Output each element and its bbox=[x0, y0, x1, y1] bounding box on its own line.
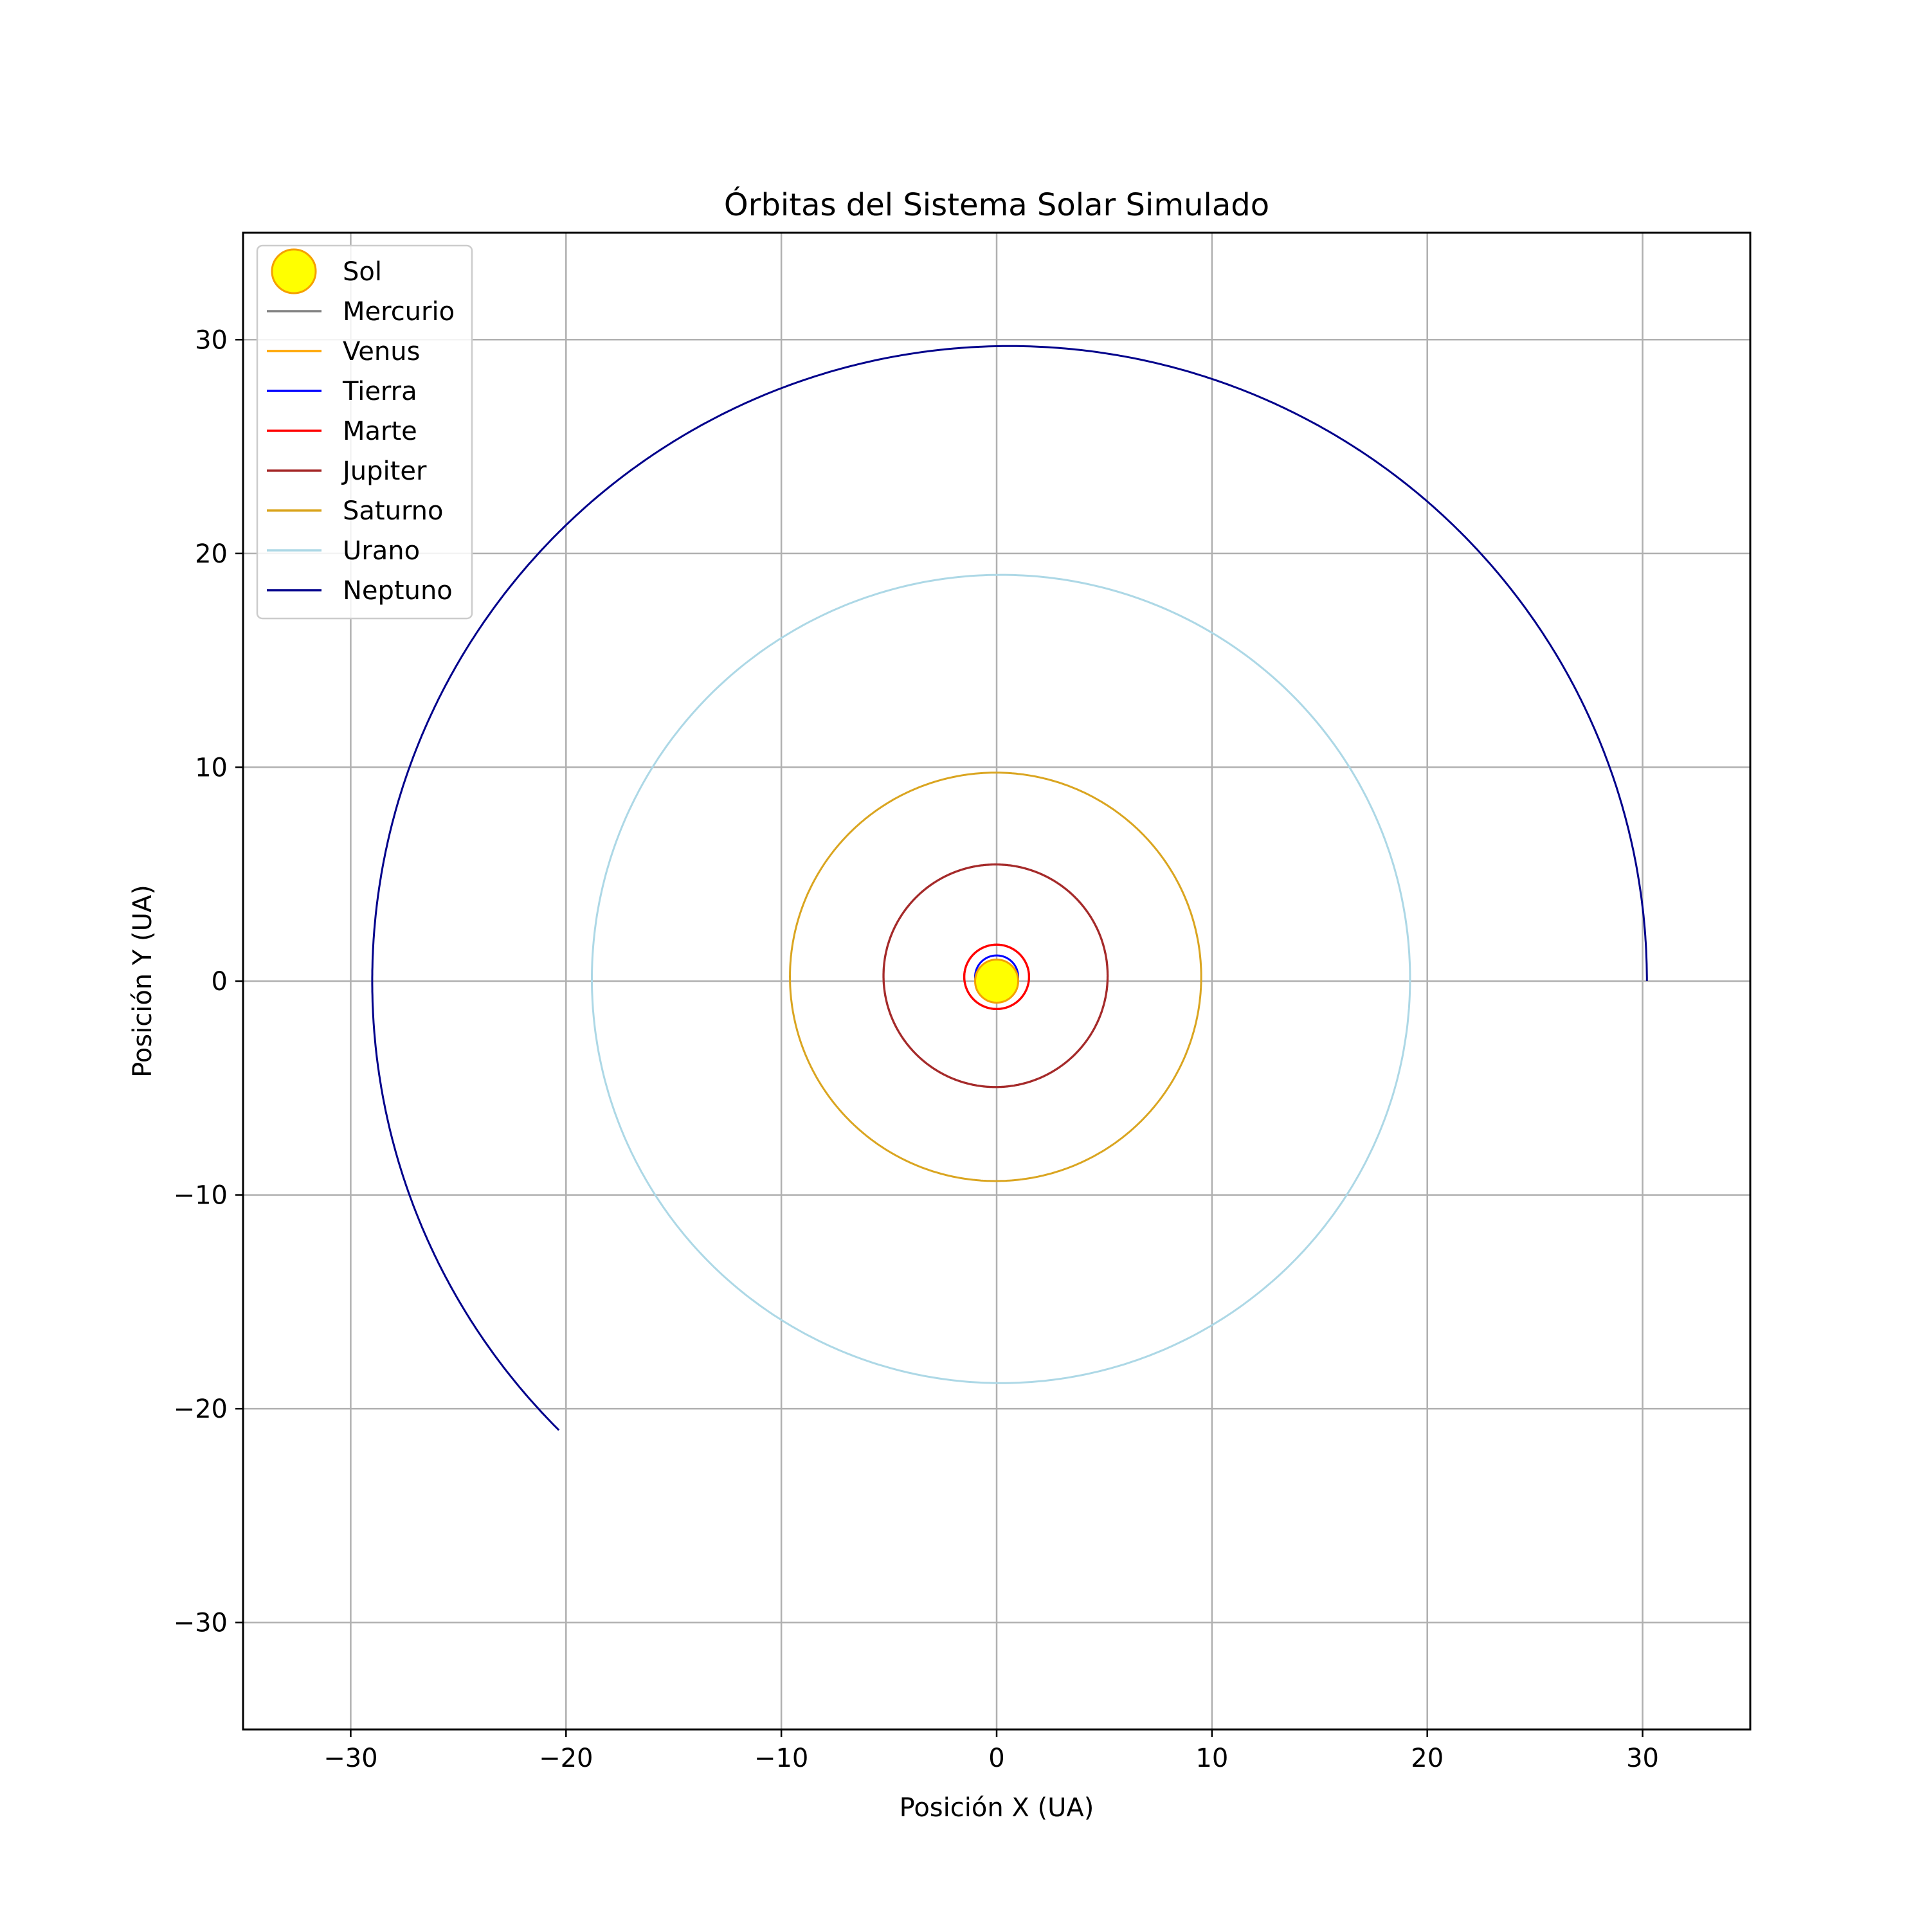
orbit-line-urano bbox=[591, 573, 1411, 1384]
x-tick-label: −10 bbox=[754, 1744, 808, 1773]
legend-item-venus: Venus bbox=[267, 337, 420, 366]
orbit-marte bbox=[963, 943, 1031, 1011]
orbit-jupiter bbox=[882, 863, 1109, 1088]
x-tick-label: 30 bbox=[1626, 1744, 1659, 1773]
y-tick-label: −10 bbox=[174, 1181, 228, 1211]
chart-title: Órbitas del Sistema Solar Simulado bbox=[724, 186, 1269, 223]
orbit-urano bbox=[591, 573, 1411, 1384]
legend-item-urano: Urano bbox=[267, 536, 420, 566]
orbit-saturno bbox=[789, 772, 1202, 1182]
series-layer bbox=[371, 345, 1648, 1431]
legend-label: Jupiter bbox=[341, 456, 427, 486]
legend-sun-swatch bbox=[271, 248, 317, 294]
legend: Sol Mercurio Venus Tierra Marte Jupiter Saturn… bbox=[256, 244, 473, 620]
legend-label: Marte bbox=[343, 417, 417, 446]
legend-item-neptuno: Neptuno bbox=[267, 576, 453, 606]
orbit-line-marte bbox=[963, 943, 1031, 1011]
legend-box bbox=[256, 244, 473, 620]
y-tick-label: 0 bbox=[212, 967, 228, 997]
orbit-line-saturno bbox=[789, 772, 1202, 1182]
y-axis-label: Posición Y (UA) bbox=[128, 885, 158, 1078]
x-tick-label: 10 bbox=[1195, 1744, 1228, 1773]
orbit-line-jupiter bbox=[882, 863, 1109, 1088]
legend-label: Mercurio bbox=[343, 297, 455, 327]
x-tick-label: −30 bbox=[323, 1744, 377, 1773]
legend-label: Sol bbox=[343, 257, 382, 287]
y-tick-label: −20 bbox=[174, 1395, 228, 1424]
legend-item-marte: Marte bbox=[267, 417, 417, 446]
legend-item-jupiter: Jupiter bbox=[267, 456, 427, 486]
legend-label: Neptuno bbox=[343, 576, 453, 606]
orbit-line-neptuno bbox=[371, 345, 1648, 1431]
y-tick-label: 10 bbox=[195, 753, 228, 782]
legend-item-tierra: Tierra bbox=[267, 377, 417, 406]
legend-label: Tierra bbox=[342, 377, 417, 406]
x-tick-label: −20 bbox=[539, 1744, 593, 1773]
legend-item-mercurio: Mercurio bbox=[267, 297, 455, 327]
sun-marker bbox=[974, 959, 1019, 1004]
x-tick-label: 20 bbox=[1411, 1744, 1444, 1773]
x-axis-label: Posición X (UA) bbox=[900, 1793, 1094, 1823]
ticks-layer: −30 −20 −10 0 10 20 30 −30 −20 −10 0 10 20 30 bbox=[174, 325, 1659, 1773]
legend-label: Venus bbox=[343, 337, 420, 366]
legend-item-saturno: Saturno bbox=[267, 496, 444, 526]
legend-label: Urano bbox=[343, 536, 420, 566]
sun-layer bbox=[974, 959, 1019, 1004]
x-tick-label: 0 bbox=[988, 1744, 1004, 1773]
legend-label: Saturno bbox=[343, 496, 444, 526]
y-tick-label: 20 bbox=[195, 539, 228, 569]
orbit-neptuno bbox=[371, 345, 1648, 1431]
y-tick-label: −30 bbox=[174, 1609, 228, 1638]
legend-item-sol: Sol bbox=[271, 248, 382, 294]
y-tick-label: 30 bbox=[195, 325, 228, 355]
